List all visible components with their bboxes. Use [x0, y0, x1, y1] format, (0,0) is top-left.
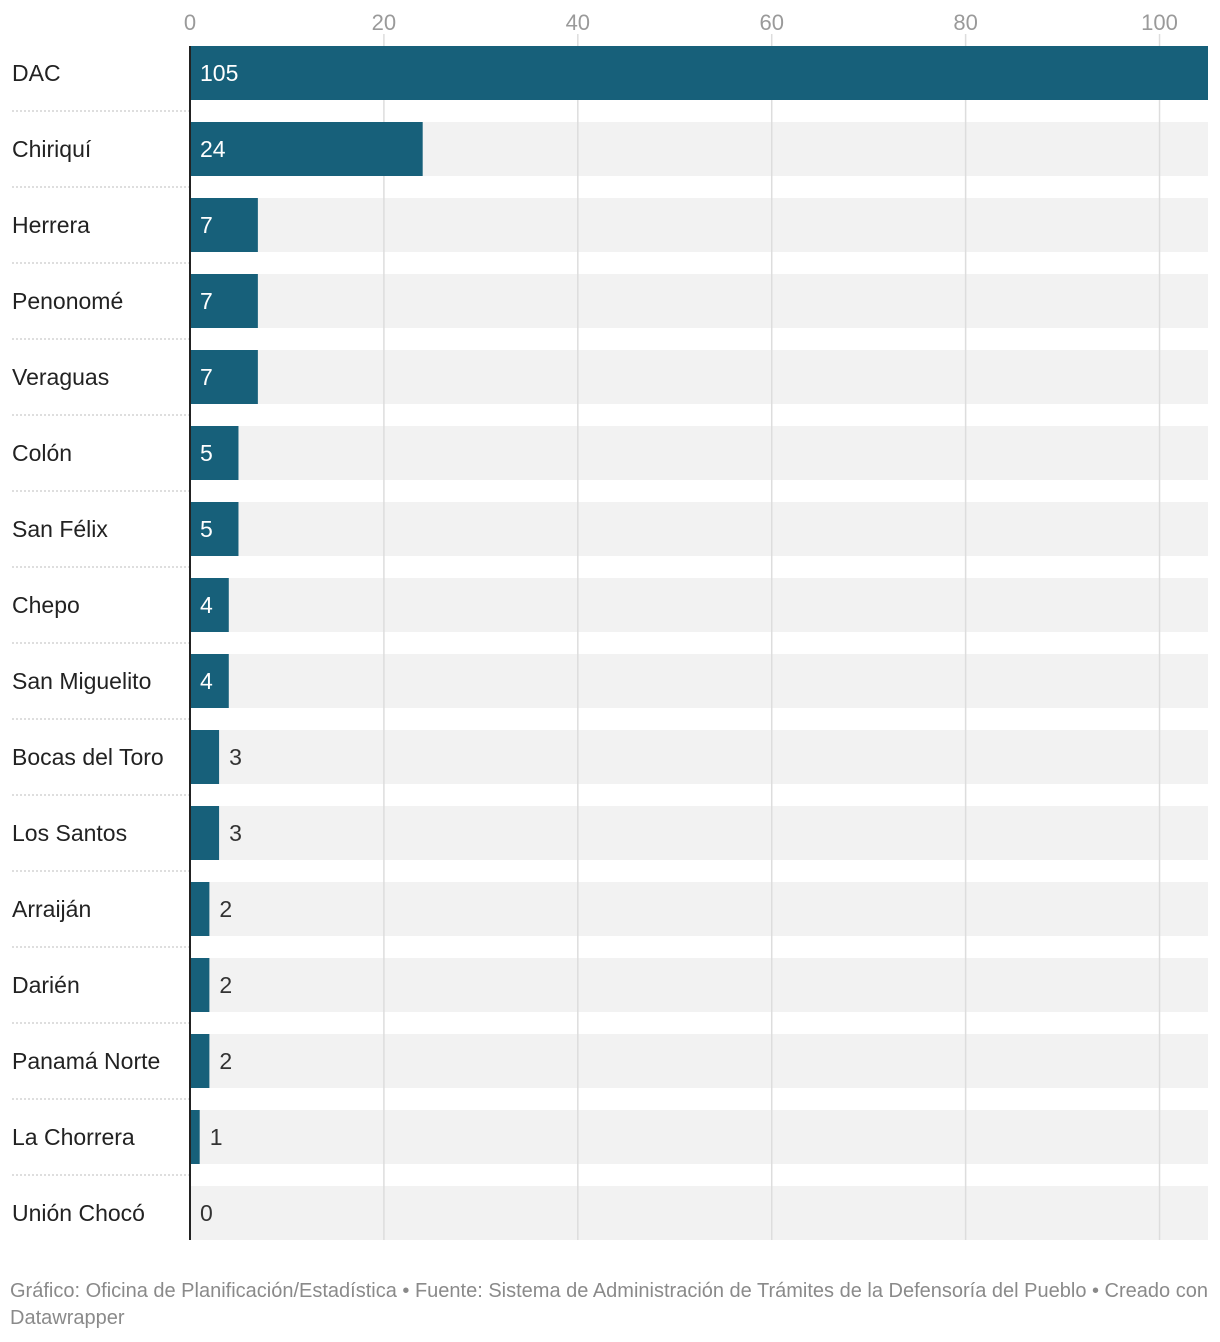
bar: [190, 882, 210, 936]
bar-track: [190, 654, 1208, 708]
bar: [190, 1034, 210, 1088]
category-label: Los Santos: [12, 820, 127, 846]
bar: [190, 502, 239, 556]
value-label: 5: [200, 516, 213, 542]
bar: [190, 350, 258, 404]
bar-track: [190, 882, 1208, 936]
category-label: Veraguas: [12, 364, 109, 390]
category-label: Bocas del Toro: [12, 744, 164, 770]
bar: [190, 578, 229, 632]
bar: [190, 274, 258, 328]
bar: [190, 1110, 200, 1164]
x-tick-label: 20: [372, 10, 396, 35]
bar-track: [190, 806, 1208, 860]
x-tick-label: 100: [1141, 10, 1178, 35]
bar: [190, 198, 258, 252]
bar: [190, 46, 1208, 100]
value-label: 7: [200, 212, 213, 238]
bar-track: [190, 426, 1208, 480]
chart-footer: Gráfico: Oficina de Planificación/Estadí…: [10, 1280, 1208, 1329]
value-label: 2: [219, 1048, 232, 1074]
bar: [190, 122, 423, 176]
x-tick-label: 80: [953, 10, 977, 35]
category-label: Panamá Norte: [12, 1048, 160, 1074]
bar-track: [190, 578, 1208, 632]
bar: [190, 730, 220, 784]
bar: [190, 806, 220, 860]
category-label: Penonomé: [12, 288, 123, 314]
category-label: San Miguelito: [12, 668, 151, 694]
bar-track: [190, 274, 1208, 328]
category-label: Herrera: [12, 212, 90, 238]
value-label: 3: [229, 820, 242, 846]
bar-track: [190, 1110, 1208, 1164]
value-label: 2: [219, 896, 232, 922]
value-label: 7: [200, 364, 213, 390]
value-label: 1: [210, 1124, 223, 1150]
x-tick-label: 40: [566, 10, 590, 35]
bar-track: [190, 1186, 1208, 1240]
value-label: 4: [200, 592, 213, 618]
category-label: Unión Chocó: [12, 1200, 145, 1226]
bar-track: [190, 198, 1208, 252]
value-label: 2: [219, 972, 232, 998]
category-label: DAC: [12, 60, 61, 86]
bar: [190, 958, 210, 1012]
value-label: 3: [229, 744, 242, 770]
bar: [190, 654, 229, 708]
category-label: Colón: [12, 440, 72, 466]
value-label: 0: [200, 1200, 213, 1226]
value-label: 24: [200, 136, 226, 162]
bar-track: [190, 958, 1208, 1012]
bar-track: [190, 502, 1208, 556]
value-label: 7: [200, 288, 213, 314]
bar-track: [190, 1034, 1208, 1088]
x-tick-label: 60: [759, 10, 783, 35]
value-label: 105: [200, 60, 238, 86]
bar-track: [190, 730, 1208, 784]
x-tick-label: 0: [184, 10, 196, 35]
bar-track: [190, 350, 1208, 404]
category-label: La Chorrera: [12, 1124, 135, 1150]
category-label: San Félix: [12, 516, 108, 542]
category-label: Darién: [12, 972, 80, 998]
value-label: 5: [200, 440, 213, 466]
value-label: 4: [200, 668, 213, 694]
bar: [190, 426, 239, 480]
category-label: Chepo: [12, 592, 80, 618]
category-label: Chiriquí: [12, 136, 92, 162]
category-label: Arraiján: [12, 896, 91, 922]
